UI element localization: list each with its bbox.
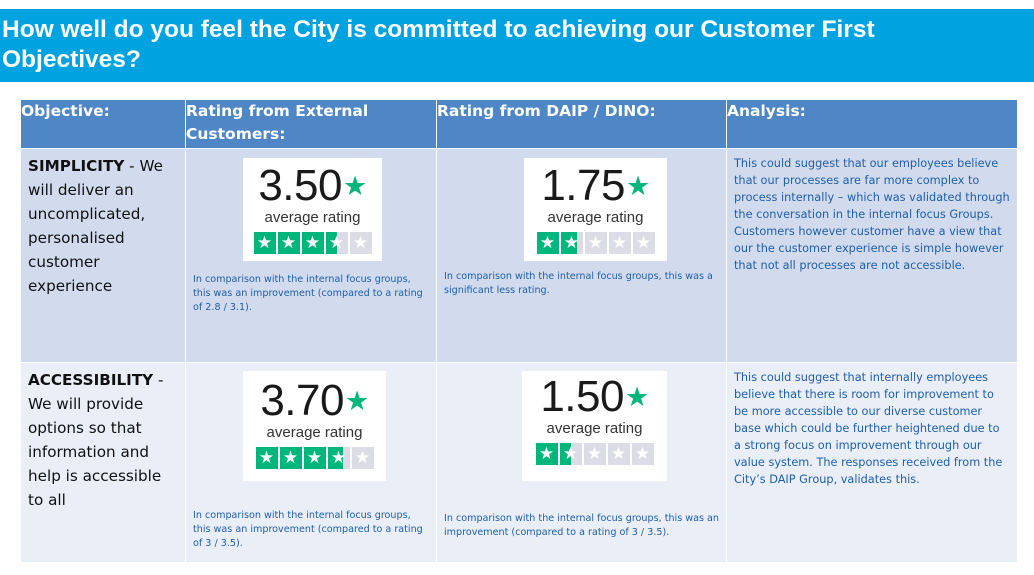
star-icon: ★ [342, 170, 367, 201]
rating-star-icon: ★ [327, 447, 350, 469]
header-row: Objective: Rating from External Customer… [20, 99, 1018, 149]
rating-star-icon: ★ [583, 443, 606, 465]
rating-value: 1.50 [540, 372, 624, 421]
daip-rating-cell: 1.75 ★ average rating ★ ★ ★ ★ ★ In comparison… [436, 148, 727, 363]
objective-keyword: ACCESSIBILITY [28, 371, 154, 389]
page-title: How well do you feel the City is committ… [2, 16, 875, 73]
rating-star-icon: ★ [253, 232, 276, 254]
external-rating-cell: 3.50 ★ average rating ★ ★ ★ ★ ★ In comparison… [185, 148, 437, 363]
comparison-note: In comparison with the internal focus gr… [444, 271, 713, 296]
objective-description: - We will deliver an uncomplicated, pers… [28, 157, 163, 295]
objective-cell: SIMPLICITY - We will deliver an uncompli… [20, 148, 186, 363]
objective-cell: ACCESSIBILITY - We will provide options … [20, 362, 186, 563]
rating-value: 3.70 [260, 376, 344, 425]
table-row: ACCESSIBILITY - We will provide options … [20, 362, 1018, 563]
objectives-table: Objective: Rating from External Customer… [20, 99, 1018, 563]
rating-star-icon: ★ [349, 232, 372, 254]
rating-star-icon: ★ [279, 447, 302, 469]
average-rating-label: average rating [264, 209, 361, 226]
table-row: SIMPLICITY - We will deliver an uncompli… [20, 148, 1018, 363]
rating-card: 3.70 ★ average rating ★ ★ ★ ★ ★ [243, 371, 386, 481]
rating-value: 1.75 [541, 161, 625, 210]
comparison-note: In comparison with the internal focus gr… [193, 510, 423, 549]
average-rating-label: average rating [546, 420, 643, 437]
rating-star-icon: ★ [277, 232, 300, 254]
header-external-rating: Rating from External Customers: [185, 99, 437, 149]
rating-star-icon: ★ [303, 447, 326, 469]
header-daip-rating: Rating from DAIP / DINO: [436, 99, 727, 149]
rating-star-icon: ★ [351, 447, 374, 469]
star-rating-bar: ★ ★ ★ ★ ★ [255, 447, 374, 469]
star-icon: ★ [344, 385, 369, 416]
objective-keyword: SIMPLICITY [28, 157, 125, 175]
rating-star-icon: ★ [632, 232, 655, 254]
rating-card: 1.50 ★ average rating ★ ★ ★ ★ ★ [522, 371, 667, 481]
rating-star-icon: ★ [607, 443, 630, 465]
comparison-note: In comparison with the internal focus gr… [444, 513, 719, 538]
star-icon: ★ [624, 381, 649, 412]
star-rating-bar: ★ ★ ★ ★ ★ [536, 232, 655, 254]
rating-star-icon: ★ [608, 232, 631, 254]
rating-card: 1.75 ★ average rating ★ ★ ★ ★ ★ [524, 158, 667, 261]
header-analysis: Analysis: [726, 99, 1018, 149]
rating-star-icon: ★ [535, 443, 558, 465]
rating-star-icon: ★ [631, 443, 654, 465]
rating-star-icon: ★ [559, 443, 582, 465]
title-bar: How well do you feel the City is committ… [0, 9, 1034, 82]
rating-star-icon: ★ [325, 232, 348, 254]
rating-star-icon: ★ [301, 232, 324, 254]
star-icon: ★ [625, 170, 650, 201]
daip-rating-cell: 1.50 ★ average rating ★ ★ ★ ★ ★ In comparison… [436, 362, 727, 563]
header-objective: Objective: [20, 99, 186, 149]
rating-star-icon: ★ [584, 232, 607, 254]
star-rating-bar: ★ ★ ★ ★ ★ [535, 443, 654, 465]
objective-description: - We will provide options so that inform… [28, 371, 164, 509]
comparison-note: In comparison with the internal focus gr… [193, 274, 423, 313]
average-rating-label: average rating [266, 424, 363, 441]
rating-star-icon: ★ [255, 447, 278, 469]
rating-value: 3.50 [258, 161, 342, 210]
rating-star-icon: ★ [536, 232, 559, 254]
analysis-cell: This could suggest that our employees be… [726, 148, 1018, 363]
rating-card: 3.50 ★ average rating ★ ★ ★ ★ ★ [243, 158, 382, 261]
star-rating-bar: ★ ★ ★ ★ ★ [253, 232, 372, 254]
analysis-cell: This could suggest that internally emplo… [726, 362, 1018, 563]
external-rating-cell: 3.70 ★ average rating ★ ★ ★ ★ ★ In comparison… [185, 362, 437, 563]
average-rating-label: average rating [547, 209, 644, 226]
rating-star-icon: ★ [560, 232, 583, 254]
